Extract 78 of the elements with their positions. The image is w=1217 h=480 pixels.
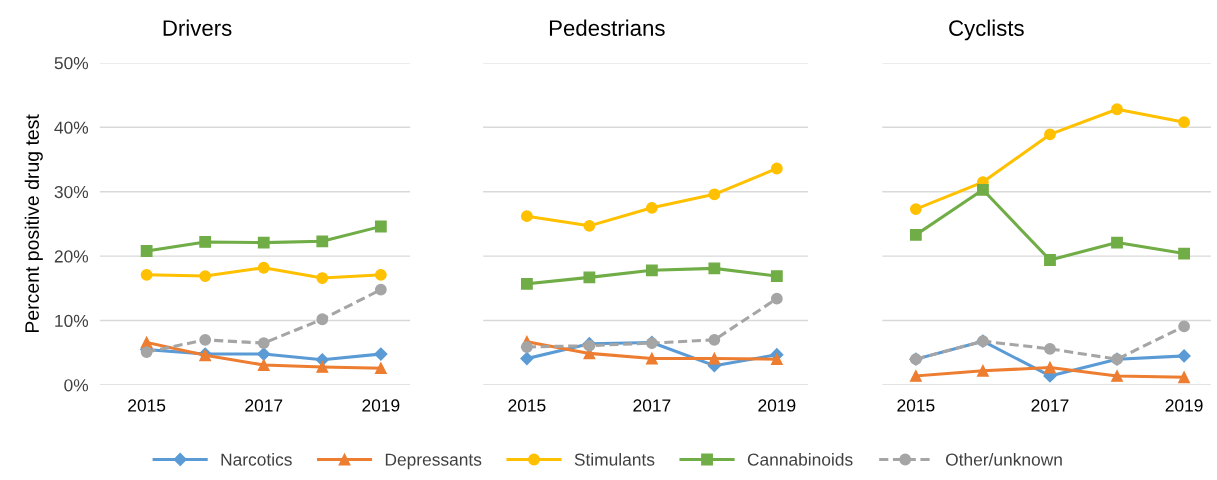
legend-label: Cannabinoids [747, 452, 853, 466]
point [520, 277, 533, 290]
point [374, 347, 388, 361]
point [140, 346, 153, 359]
point [316, 272, 329, 284]
point [977, 364, 989, 377]
point [520, 210, 533, 223]
y-axis-title: Percent positive drug test [24, 114, 43, 333]
x-tick-label: 2019 [1165, 399, 1203, 412]
point [374, 220, 387, 233]
x-tick-label: 2015 [128, 399, 166, 412]
point [1178, 247, 1190, 260]
point [583, 219, 596, 232]
point [645, 264, 658, 277]
point [1111, 103, 1123, 116]
point [770, 270, 783, 283]
point [909, 203, 922, 216]
legend-label: Other/unknown [945, 452, 1062, 466]
point [1111, 236, 1123, 249]
point [708, 262, 721, 275]
chart-title: Cyclists [949, 19, 1024, 41]
point [1044, 342, 1056, 355]
point [257, 261, 270, 274]
x-tick-label: 2015 [508, 399, 546, 412]
point [708, 333, 721, 346]
y-tick-label: 40% [54, 121, 89, 134]
point [708, 352, 721, 365]
point [770, 292, 783, 305]
y-tick-label: 30% [54, 185, 89, 199]
point [645, 201, 658, 214]
point [583, 271, 596, 284]
point [520, 341, 533, 353]
point [1044, 361, 1056, 374]
chart-title: Drivers [163, 19, 232, 36]
point [909, 370, 922, 382]
point [1044, 254, 1056, 266]
x-tick-label: 2015 [897, 399, 935, 412]
point [1178, 320, 1190, 333]
y-tick-label: 50% [54, 57, 89, 70]
point [1111, 370, 1123, 382]
point [257, 236, 270, 249]
point [374, 268, 387, 281]
x-tick-label: 2017 [245, 399, 283, 412]
x-tick-label: 2017 [633, 399, 671, 412]
point [140, 268, 153, 281]
point [770, 353, 783, 366]
point [316, 361, 329, 373]
x-tick-label: 2019 [758, 399, 796, 412]
point [140, 245, 153, 257]
x-tick-label: 2017 [1031, 399, 1069, 412]
point [1177, 349, 1191, 363]
point [257, 337, 270, 349]
point [374, 283, 387, 296]
y-tick-label: 20% [54, 250, 89, 263]
point [316, 235, 329, 248]
point [316, 313, 329, 326]
point [199, 270, 212, 283]
point [977, 183, 989, 196]
y-tick-label: 10% [55, 314, 89, 328]
y-tick-label: 0% [64, 379, 89, 392]
legend-label: Stimulants [574, 452, 655, 466]
point [1178, 371, 1190, 384]
point [1178, 116, 1190, 129]
point [770, 162, 783, 175]
point [645, 352, 658, 365]
point [199, 236, 212, 248]
x-tick-label: 2019 [362, 399, 400, 412]
point [520, 351, 534, 366]
legend-label: Narcotics [221, 452, 292, 466]
point [374, 362, 387, 375]
point [257, 359, 270, 371]
point [199, 333, 212, 346]
chart-title: Pedestrians [549, 19, 665, 36]
point [909, 228, 922, 241]
legend-label: Depressants [385, 453, 482, 470]
point [257, 347, 271, 361]
point [1044, 128, 1056, 141]
point [708, 188, 721, 201]
